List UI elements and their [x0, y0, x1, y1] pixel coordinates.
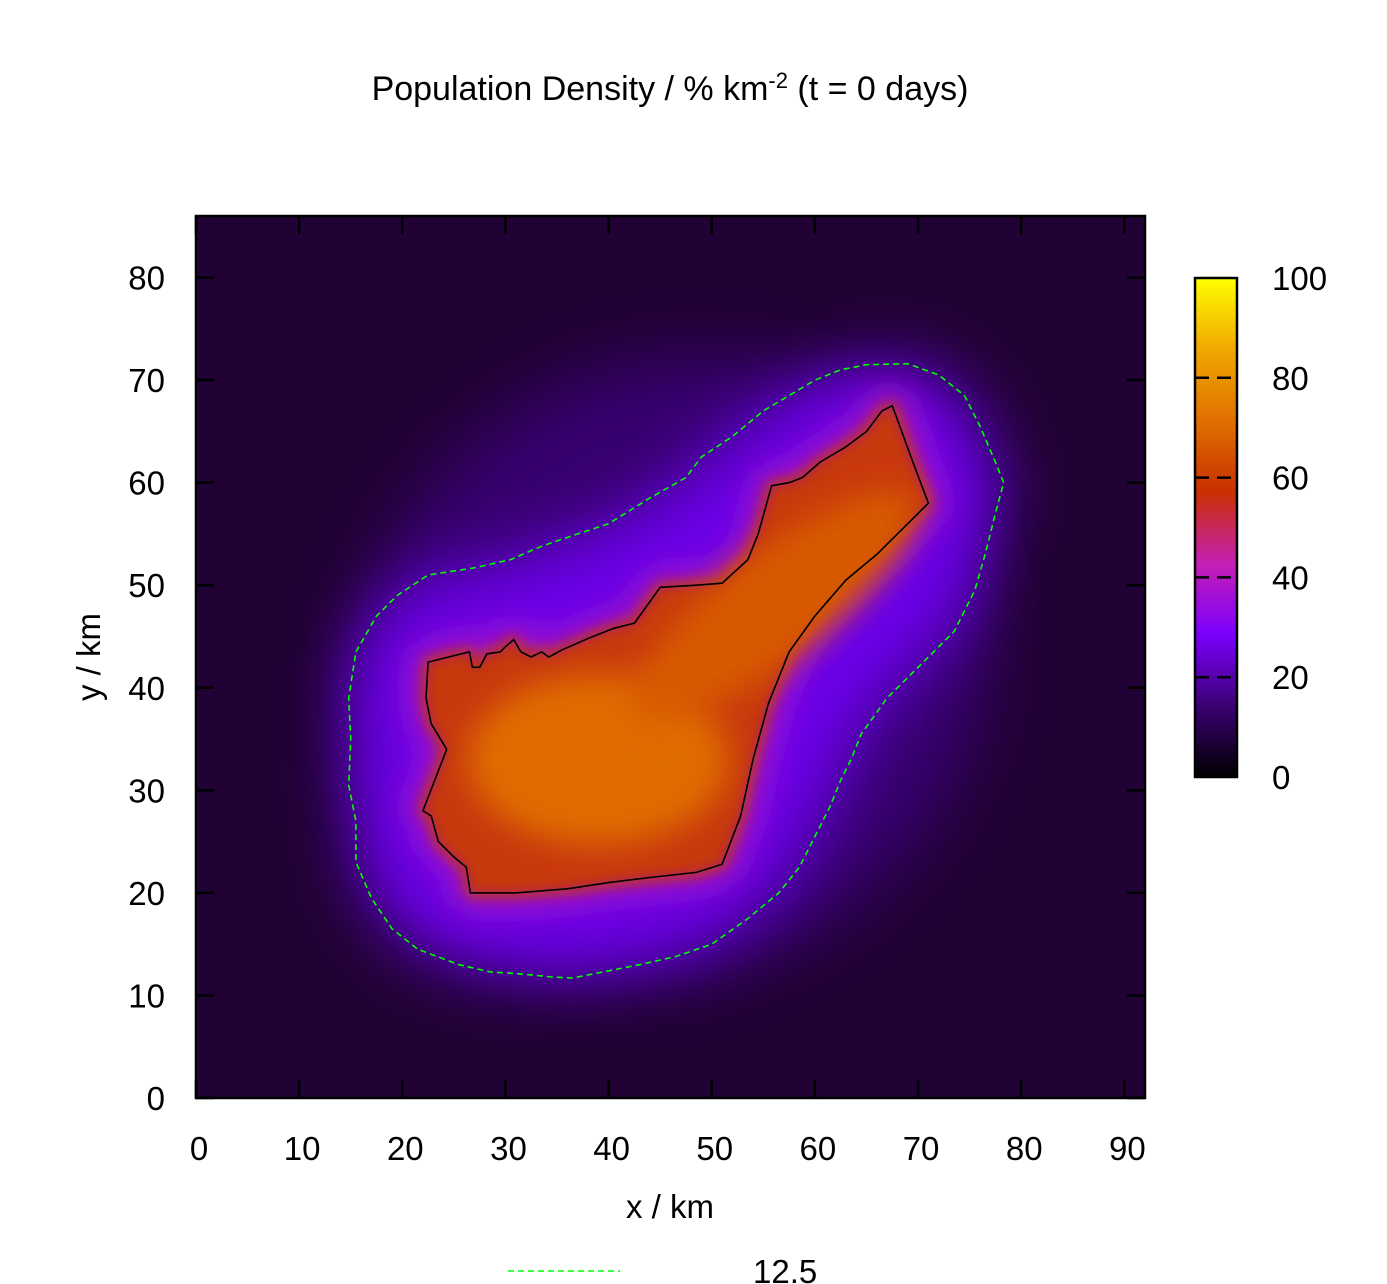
x-tick-label: 90 [1109, 1130, 1146, 1167]
y-tick-label: 20 [128, 875, 165, 912]
chart-title: Population Density / % km-2 (t = 0 days) [372, 68, 969, 108]
y-tick-label: 0 [147, 1080, 165, 1117]
x-axis: 0 10 20 30 40 50 60 70 80 90 [190, 216, 1146, 1167]
title-superscript: -2 [768, 68, 788, 93]
y-tick-label: 50 [128, 567, 165, 604]
contour-12-5-line [347, 362, 1005, 979]
title-text: Population Density / % km [372, 70, 769, 108]
y-tick-label: 80 [128, 260, 165, 297]
colorbar-gradient [1195, 278, 1237, 777]
x-tick-label: 10 [284, 1130, 321, 1167]
y-tick-label: 10 [128, 977, 165, 1014]
colorbar-border [1193, 276, 1239, 779]
y-tick-label: 40 [128, 670, 165, 707]
legend-label: 12.5 [753, 1253, 817, 1284]
colorbar-tick-label: 0 [1272, 759, 1290, 796]
x-tick-label: 50 [696, 1130, 733, 1167]
x-axis-label: x / km [626, 1188, 714, 1225]
plot-border [194, 214, 1147, 1100]
y-tick-label: 60 [128, 465, 165, 502]
legend: 12.5 [508, 1253, 817, 1284]
y-tick-label: 70 [128, 362, 165, 399]
y-axis: 0 10 20 30 40 50 60 70 80 [128, 260, 1145, 1117]
colorbar-tick-label: 100 [1272, 260, 1327, 297]
colorbar-tick-label: 60 [1272, 460, 1309, 497]
colorbar-tick-label: 20 [1272, 659, 1309, 696]
x-tick-label: 20 [387, 1130, 424, 1167]
plot-area [196, 216, 1145, 1098]
colorbar-ticks: 0 20 40 60 80 100 [1195, 260, 1327, 796]
x-tick-label: 40 [593, 1130, 630, 1167]
x-tick-label: 0 [190, 1130, 208, 1167]
density-core-orange-arm [632, 490, 916, 721]
density-field [348, 355, 1004, 979]
region-outline [421, 404, 930, 894]
x-tick-label: 70 [903, 1130, 940, 1167]
x-tick-label: 80 [1006, 1130, 1043, 1167]
colorbar: 0 20 40 60 80 100 [1193, 260, 1327, 796]
x-tick-label: 60 [800, 1130, 837, 1167]
colorbar-tick-label: 40 [1272, 559, 1309, 596]
colorbar-tick-label: 80 [1272, 360, 1309, 397]
y-axis-label: y / km [70, 613, 107, 701]
title-suffix: (t = 0 days) [788, 70, 968, 108]
x-tick-label: 30 [490, 1130, 527, 1167]
y-tick-label: 30 [128, 772, 165, 809]
